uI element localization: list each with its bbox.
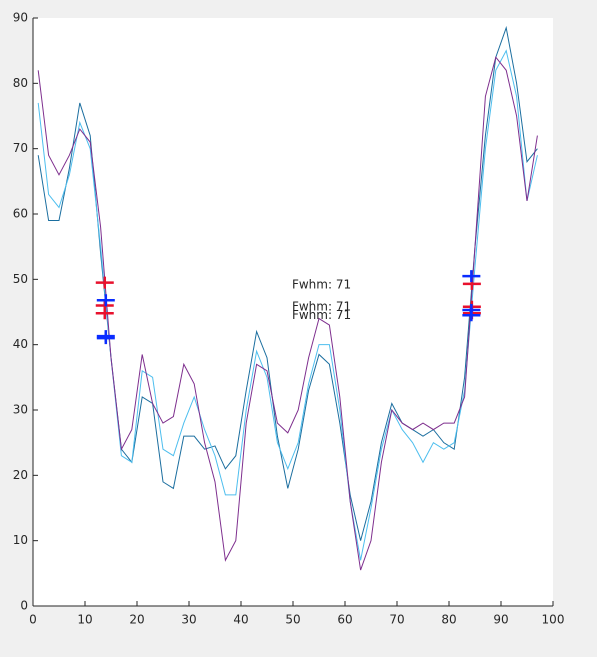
x-tick-label: 60: [337, 613, 352, 627]
y-tick-label: 40: [13, 337, 28, 351]
annotation: Fwhm: 71: [292, 278, 351, 292]
plus-marker: [95, 307, 114, 320]
y-tick-label: 80: [13, 76, 28, 90]
x-tick-label: 0: [29, 613, 37, 627]
series-line: [37, 49, 538, 561]
y-tick-label: 70: [13, 141, 28, 155]
y-tick-label: 20: [13, 468, 28, 482]
x-tick-label: 20: [129, 613, 144, 627]
y-tick-label: 90: [13, 11, 28, 25]
plus-marker: [96, 332, 115, 345]
y-tick-label: 50: [13, 272, 28, 286]
y-tick-label: 10: [13, 533, 28, 547]
series-line: [37, 56, 538, 571]
plus-marker: [462, 270, 481, 283]
plus-marker: [96, 294, 115, 307]
y-tick-label: 30: [13, 403, 28, 417]
x-tick-label: 10: [77, 613, 92, 627]
x-tick-label: 40: [233, 613, 248, 627]
annotation: Fwhm: 71: [292, 299, 351, 313]
x-tick-label: 90: [493, 613, 508, 627]
annotation: Fwhm: 71: [292, 308, 351, 322]
plot-area: [33, 18, 553, 606]
x-tick-label: 30: [181, 613, 196, 627]
x-tick-label: 100: [542, 613, 565, 627]
plus-marker: [462, 309, 481, 322]
y-tick-label: 0: [20, 599, 28, 613]
x-tick-label: 70: [389, 613, 404, 627]
x-tick-label: 80: [441, 613, 456, 627]
x-tick-label: 50: [285, 613, 300, 627]
y-tick-label: 60: [13, 207, 28, 221]
plus-marker: [95, 276, 114, 289]
